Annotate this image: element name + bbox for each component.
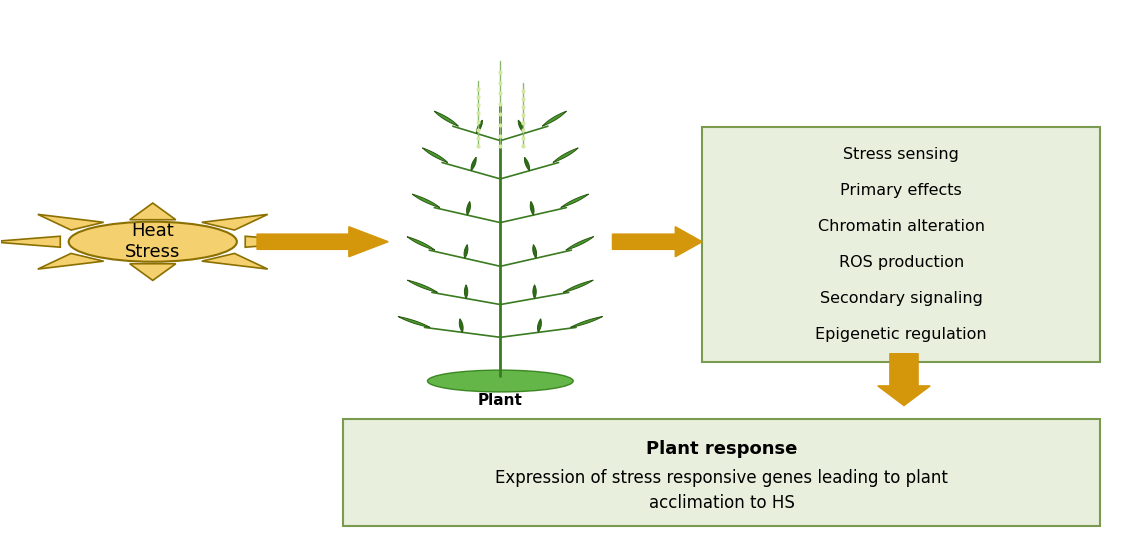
- Text: Plant: Plant: [478, 393, 523, 407]
- Polygon shape: [38, 254, 103, 269]
- FancyArrow shape: [613, 227, 702, 257]
- Polygon shape: [466, 201, 471, 215]
- Polygon shape: [533, 245, 536, 258]
- Polygon shape: [563, 280, 593, 293]
- Polygon shape: [38, 214, 103, 230]
- Polygon shape: [460, 319, 463, 332]
- FancyBboxPatch shape: [702, 127, 1100, 362]
- Polygon shape: [561, 194, 589, 208]
- Text: Primary effects: Primary effects: [841, 183, 962, 198]
- Polygon shape: [531, 201, 534, 215]
- Polygon shape: [398, 316, 430, 327]
- Polygon shape: [553, 148, 578, 163]
- Polygon shape: [434, 111, 459, 126]
- Polygon shape: [0, 236, 61, 247]
- Polygon shape: [413, 194, 439, 208]
- FancyArrow shape: [257, 227, 388, 257]
- Text: Plant response: Plant response: [646, 440, 797, 458]
- Polygon shape: [565, 237, 593, 250]
- Polygon shape: [518, 120, 524, 133]
- Text: Stress sensing: Stress sensing: [843, 147, 959, 161]
- FancyBboxPatch shape: [343, 419, 1100, 526]
- Polygon shape: [202, 214, 268, 230]
- Polygon shape: [464, 285, 468, 299]
- Polygon shape: [129, 203, 175, 220]
- Polygon shape: [407, 280, 437, 293]
- Polygon shape: [537, 319, 542, 332]
- Text: Epigenetic regulation: Epigenetic regulation: [815, 327, 987, 342]
- Polygon shape: [477, 120, 482, 133]
- Polygon shape: [464, 245, 468, 258]
- Polygon shape: [533, 285, 536, 299]
- Ellipse shape: [69, 222, 237, 262]
- Text: Heat
Stress: Heat Stress: [125, 222, 181, 261]
- Text: ROS production: ROS production: [839, 255, 963, 270]
- Polygon shape: [571, 316, 602, 327]
- Text: Secondary signaling: Secondary signaling: [819, 291, 982, 306]
- Polygon shape: [423, 148, 447, 163]
- Polygon shape: [542, 111, 566, 126]
- Polygon shape: [407, 237, 435, 250]
- FancyArrow shape: [878, 354, 931, 406]
- Text: Expression of stress responsive genes leading to plant
acclimation to HS: Expression of stress responsive genes le…: [496, 469, 949, 512]
- Polygon shape: [245, 236, 316, 247]
- Ellipse shape: [427, 370, 573, 392]
- Text: Chromatin alteration: Chromatin alteration: [817, 219, 985, 234]
- Polygon shape: [129, 264, 175, 281]
- Polygon shape: [471, 157, 477, 171]
- Polygon shape: [525, 157, 529, 171]
- Polygon shape: [202, 254, 268, 269]
